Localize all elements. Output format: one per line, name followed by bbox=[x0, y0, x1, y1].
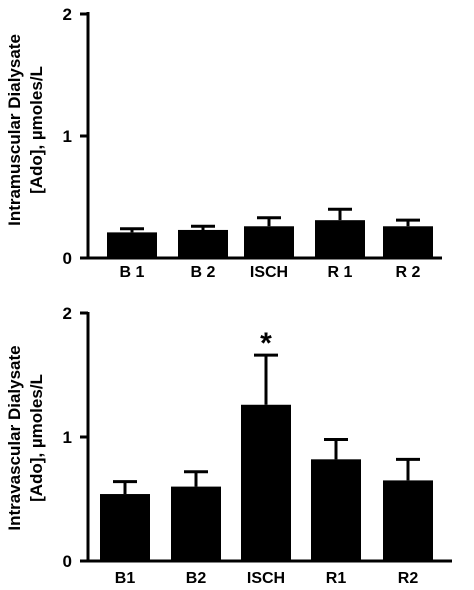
error-bar-r1 bbox=[324, 437, 348, 460]
error-bar-r2 bbox=[396, 218, 420, 227]
x-tick-label-isch: ISCH bbox=[250, 264, 288, 281]
x-tick-label-b1: B1 bbox=[115, 570, 136, 587]
error-bar-b2 bbox=[184, 470, 208, 487]
y-axis-label-line2: [Ado], µmoles/L bbox=[27, 374, 46, 502]
x-tick-label-r2: R 2 bbox=[396, 264, 421, 281]
x-tick-label-b2: B2 bbox=[186, 570, 207, 587]
error-bars bbox=[113, 353, 420, 495]
error-bar-r1 bbox=[328, 207, 352, 221]
bar-isch bbox=[244, 226, 294, 258]
y-axis-label-line1: Intravascular Dialysate bbox=[5, 345, 24, 530]
x-tick-label-r2: R2 bbox=[398, 570, 419, 587]
y-tick-label-1: 1 bbox=[63, 127, 72, 146]
bar-b1 bbox=[107, 232, 157, 258]
y-tick-label-0: 0 bbox=[63, 552, 72, 571]
error-bar-r2 bbox=[396, 457, 420, 481]
x-tick-label-b1: B 1 bbox=[120, 264, 145, 281]
y-tick-label-0: 0 bbox=[63, 249, 72, 268]
bar-b2 bbox=[178, 229, 228, 258]
bars bbox=[100, 404, 433, 561]
bars bbox=[107, 220, 433, 258]
x-tick-label-b2: B 2 bbox=[191, 264, 216, 281]
y-axis-label-line1: Intramuscular Dialysate bbox=[5, 34, 24, 226]
error-bar-b1 bbox=[113, 480, 137, 495]
y-axis: 0 1 2 bbox=[63, 5, 90, 268]
bar-b2 bbox=[171, 486, 221, 561]
bar-isch bbox=[241, 404, 291, 561]
x-tick-label-r1: R1 bbox=[326, 570, 347, 587]
bar-b1 bbox=[100, 494, 150, 561]
error-bar-isch bbox=[254, 353, 278, 405]
bar-r1 bbox=[315, 220, 365, 258]
error-bars bbox=[120, 207, 420, 233]
significance-asterisk: * bbox=[260, 327, 272, 360]
x-tick-labels: B1 B2 ISCH R1 R2 bbox=[115, 570, 419, 587]
x-tick-label-isch: ISCH bbox=[247, 570, 285, 587]
y-axis: 0 1 2 bbox=[63, 304, 90, 571]
bar-r2 bbox=[383, 480, 433, 561]
error-bar-b1 bbox=[120, 227, 144, 233]
y-axis-label-line2: [Ado], µmoles/L bbox=[27, 66, 46, 194]
y-tick-label-2: 2 bbox=[63, 5, 72, 24]
error-bar-b2 bbox=[191, 224, 215, 230]
x-tick-label-r1: R 1 bbox=[328, 264, 353, 281]
bar-r1 bbox=[311, 459, 361, 561]
bar-r2 bbox=[383, 226, 433, 258]
chart-intramuscular: Intramuscular Dialysate [Ado], µmoles/L … bbox=[5, 5, 442, 281]
y-tick-label-1: 1 bbox=[63, 428, 72, 447]
y-tick-label-2: 2 bbox=[63, 304, 72, 323]
error-bar-isch bbox=[257, 216, 281, 227]
x-tick-labels: B 1 B 2 ISCH R 1 R 2 bbox=[120, 264, 421, 281]
chart-intravascular: Intravascular Dialysate [Ado], µmoles/L … bbox=[5, 304, 452, 587]
